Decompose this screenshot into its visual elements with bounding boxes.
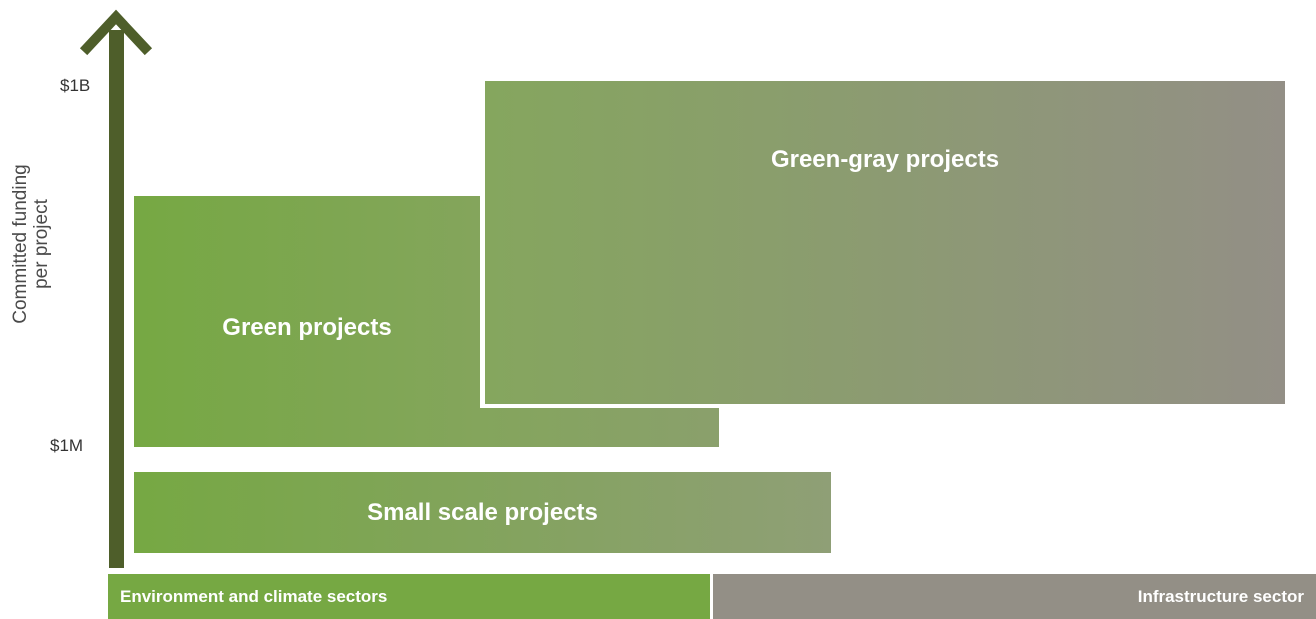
sector-infrastructure-label: Infrastructure sector — [1137, 586, 1304, 606]
green-projects-label: Green projects — [222, 314, 392, 341]
tick-label-1b: $1B — [60, 76, 91, 95]
sector-infrastructure: Infrastructure sector — [713, 574, 1316, 619]
small-scale-projects-block: Small scale projects — [134, 472, 831, 553]
y-axis-title-line1: Committed funding — [10, 164, 31, 324]
y-axis-title: Committed funding per project — [10, 94, 54, 394]
tick-label-1m: $1M — [50, 436, 84, 455]
green-gray-projects-label: Green-gray projects — [770, 145, 1000, 173]
green-gray-projects-block: Green-gray projects — [485, 81, 1285, 404]
y-axis-title-line2: per project — [31, 199, 52, 289]
arrowhead-icon — [79, 9, 153, 56]
green-projects-block-main — [134, 196, 480, 447]
sector-environment-climate: Environment and climate sectors — [108, 574, 710, 619]
sector-environment-climate-label: Environment and climate sectors — [120, 586, 388, 606]
axis-shaft — [109, 30, 124, 568]
small-scale-projects-label: Small scale projects — [367, 498, 598, 526]
green-projects-block-extension — [480, 408, 719, 447]
